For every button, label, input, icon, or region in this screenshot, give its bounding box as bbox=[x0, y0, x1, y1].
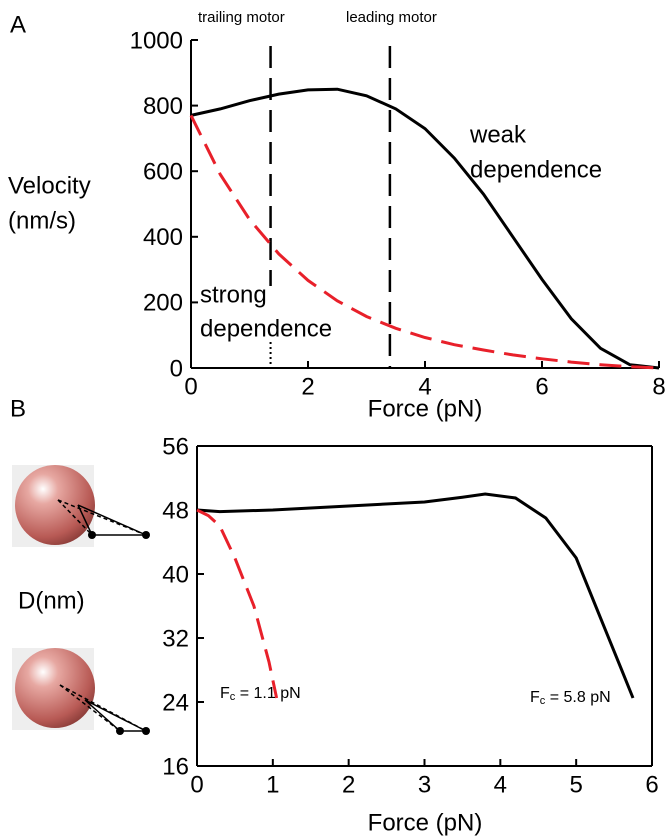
y-axis-label: D(nm) bbox=[18, 587, 85, 614]
annotation-part: = 1.1 pN bbox=[235, 685, 300, 702]
y-tick-label: 0 bbox=[170, 355, 183, 382]
data-line bbox=[196, 492, 635, 699]
annotation: strong bbox=[200, 281, 267, 308]
bead-illustration-top bbox=[12, 465, 150, 547]
x-tick-label: 8 bbox=[652, 373, 665, 400]
annotation-part: c bbox=[230, 691, 236, 703]
y-tick-label: 56 bbox=[162, 433, 189, 460]
annotation-part: F bbox=[220, 685, 230, 702]
x-tick-label: 6 bbox=[645, 771, 658, 798]
y-tick-label: 400 bbox=[143, 224, 183, 251]
y-tick-label: 16 bbox=[162, 753, 189, 780]
x-tick-label: 5 bbox=[569, 771, 582, 798]
annotation-part: = 5.8 pN bbox=[545, 689, 610, 706]
y-tick-label: 32 bbox=[162, 625, 189, 652]
annotation-part: c bbox=[540, 695, 546, 707]
y-tick-label: 48 bbox=[162, 497, 189, 524]
x-tick-label: 0 bbox=[184, 373, 197, 400]
annotation: dependence bbox=[200, 315, 332, 342]
y-axis-label: (nm/s) bbox=[8, 207, 76, 234]
annotation: dependence bbox=[470, 156, 602, 183]
y-tick-label: 40 bbox=[162, 561, 189, 588]
y-tick-label: 24 bbox=[162, 689, 189, 716]
y-axis-label: Velocity bbox=[8, 172, 91, 199]
data-line bbox=[189, 114, 660, 370]
panel-label: A bbox=[10, 11, 26, 38]
x-axis-label: Force (pN) bbox=[368, 809, 483, 836]
annotation: Fc = 1.1 pN bbox=[220, 685, 301, 703]
panel-label: B bbox=[10, 395, 26, 422]
annotation: Fc = 5.8 pN bbox=[530, 689, 611, 707]
y-tick-label: 200 bbox=[143, 290, 183, 317]
x-tick-label: 2 bbox=[301, 373, 314, 400]
annotation-part: F bbox=[530, 689, 540, 706]
x-tick-label: 0 bbox=[190, 771, 203, 798]
data-line bbox=[196, 508, 279, 699]
reference-label: trailing motor bbox=[198, 9, 285, 26]
bead-illustration-bottom bbox=[12, 648, 150, 735]
y-tick-label: 1000 bbox=[130, 27, 183, 54]
x-axis-label: Force (pN) bbox=[368, 395, 483, 422]
y-tick-label: 600 bbox=[143, 159, 183, 186]
x-tick-label: 4 bbox=[494, 771, 507, 798]
x-tick-label: 6 bbox=[535, 373, 548, 400]
x-tick-label: 4 bbox=[418, 373, 431, 400]
x-tick-label: 3 bbox=[418, 771, 431, 798]
data-line bbox=[190, 87, 660, 370]
x-tick-label: 2 bbox=[342, 771, 355, 798]
x-tick-label: 1 bbox=[266, 771, 279, 798]
annotation: weak bbox=[469, 121, 527, 148]
reference-label: leading motor bbox=[346, 9, 437, 26]
y-tick-label: 800 bbox=[143, 93, 183, 120]
